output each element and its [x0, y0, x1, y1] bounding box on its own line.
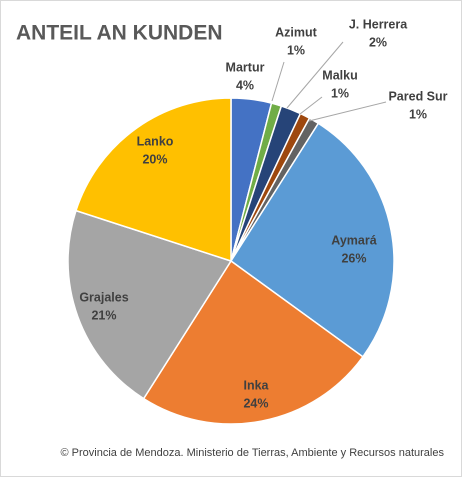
leader-line	[308, 101, 387, 122]
pie-slice	[142, 259, 364, 425]
slice-label: Grajales	[79, 290, 128, 304]
slice-value-label: 4%	[236, 78, 254, 92]
slice-value-label: 21%	[91, 308, 116, 322]
chart-title: ANTEIL AN KUNDEN	[16, 22, 223, 45]
slice-value-label: 2%	[369, 35, 387, 49]
slice-label: Malku	[322, 68, 357, 82]
slice-value-label: 1%	[409, 107, 427, 121]
slice-value-label: 26%	[341, 251, 366, 265]
slice-label: Inka	[243, 378, 269, 392]
source-note: © Provincia de Mendoza. Ministerio de Ti…	[60, 447, 444, 459]
slice-value-label: 1%	[287, 43, 305, 57]
slice-label: Aymará	[331, 233, 376, 247]
slice-value-label: 1%	[331, 86, 349, 100]
slice-label: Martur	[226, 60, 265, 74]
slice-value-label: 24%	[243, 396, 268, 410]
slice-label: Azimut	[275, 25, 318, 39]
pie-slice	[75, 97, 232, 263]
slice-label: J. Herrera	[349, 17, 408, 31]
leader-line	[271, 61, 285, 102]
pie-slice	[67, 209, 233, 400]
pie-slice	[229, 122, 395, 358]
slice-label: Lanko	[137, 134, 174, 148]
slice-value-label: 20%	[142, 152, 167, 166]
slice-label: Pared Sur	[388, 89, 447, 103]
leader-line	[299, 96, 323, 115]
leader-line	[286, 41, 344, 109]
